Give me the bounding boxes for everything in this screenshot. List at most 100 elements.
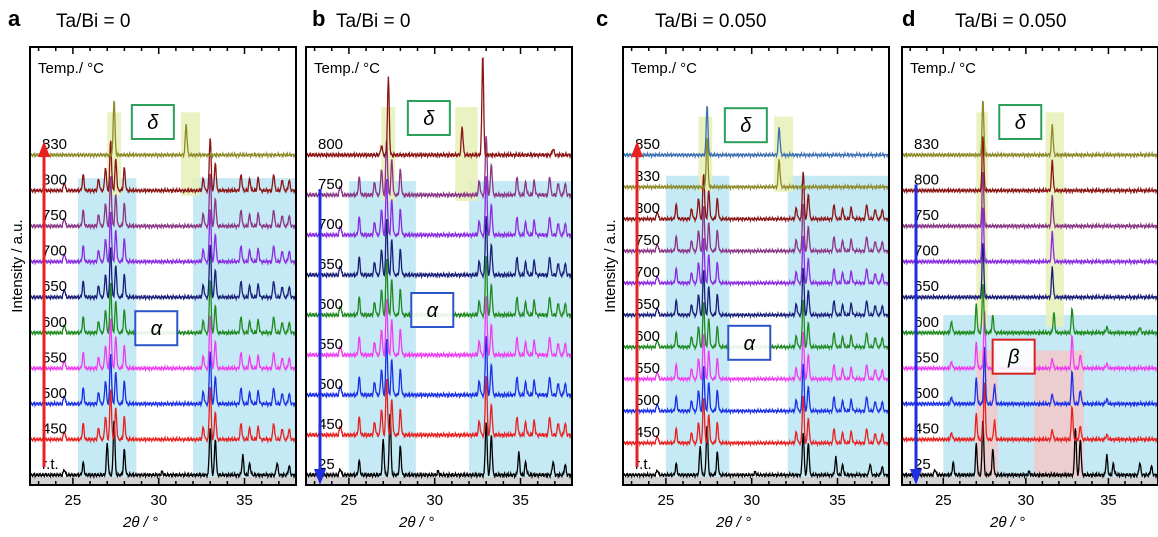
series-label: 600 — [42, 314, 67, 331]
baseline-band — [623, 477, 889, 485]
series-label: 450 — [635, 424, 660, 441]
series-label: r.t. — [635, 456, 652, 473]
series-label: 700 — [914, 243, 939, 260]
plot-frame — [29, 46, 297, 486]
series-curve-r.t. — [29, 420, 297, 480]
region-beta — [1034, 350, 1084, 481]
x-tick-label: 25 — [658, 492, 675, 509]
x-tick-label: 30 — [743, 492, 760, 509]
series-label: 830 — [42, 136, 67, 153]
x-tick-label: 30 — [426, 492, 443, 509]
series-curve-500 — [305, 336, 573, 400]
series-curve-700 — [29, 209, 297, 267]
series-curve-450 — [29, 387, 297, 444]
delta-phase-box — [406, 100, 451, 136]
alpha-phase-box — [410, 292, 455, 328]
panel-title: Ta/Bi = 0.050 — [655, 11, 766, 32]
delta-phase-box — [130, 104, 175, 140]
series-label: 600 — [914, 314, 939, 331]
panel-title: Ta/Bi = 0 — [56, 11, 130, 32]
series-label: 550 — [914, 349, 939, 366]
y-axis-label: Intensity / a.u. — [602, 219, 619, 312]
series-curve-800 — [622, 171, 890, 224]
series-curve-650 — [622, 267, 890, 320]
panel-letter: d — [902, 6, 915, 31]
series-label: 830 — [635, 168, 660, 185]
series-label: 800 — [635, 200, 660, 217]
series-curve-650 — [305, 216, 573, 280]
series-curve-800 — [305, 57, 573, 160]
series-curve-700 — [622, 235, 890, 288]
alpha-phase-label: α — [744, 333, 756, 355]
series-label: 500 — [318, 376, 343, 393]
series-label: 750 — [635, 232, 660, 249]
panel-title: Ta/Bi = 0 — [336, 11, 410, 32]
series-curve-750 — [305, 136, 573, 200]
series-label: 700 — [318, 216, 343, 233]
series-curve-830 — [29, 100, 297, 160]
delta-phase-box — [723, 107, 768, 144]
baseline-band — [902, 477, 1158, 485]
series-label: 800 — [42, 172, 67, 189]
series-curve-800 — [901, 135, 1158, 195]
temp-label: Temp./ °C — [631, 60, 697, 77]
series-curve-830 — [622, 137, 890, 192]
series-label: 600 — [635, 328, 660, 345]
series-curve-550 — [29, 315, 297, 373]
series-curve-550 — [622, 331, 890, 384]
series-label: 450 — [42, 420, 67, 437]
alpha-phase-box — [727, 324, 772, 361]
x-tick-label: 25 — [935, 492, 952, 509]
beta-phase-label: β — [1007, 347, 1019, 369]
series-label: 800 — [318, 136, 343, 153]
panel-letter: b — [312, 6, 325, 31]
series-curve-r.t. — [622, 425, 890, 480]
series-curve-450 — [901, 382, 1158, 444]
series-label: 550 — [318, 336, 343, 353]
x-tick-label: 30 — [150, 492, 167, 509]
x-tick-label: 35 — [236, 492, 253, 509]
arrow-head — [314, 469, 326, 485]
series-label: 850 — [635, 136, 660, 153]
series-label: 25 — [318, 456, 335, 473]
baseline-band — [306, 477, 572, 485]
x-axis-label: 2θ / ° — [715, 514, 751, 531]
panel-c: c Ta/Bi = 0.050 r.t. 450 500 550 600 650 700 750 8… — [596, 6, 890, 531]
series-curve-800 — [29, 138, 297, 195]
series-label: 800 — [914, 172, 939, 189]
series-label: 450 — [914, 420, 939, 437]
series-label: 650 — [318, 256, 343, 273]
delta-phase-box — [998, 104, 1043, 140]
series-label: r.t. — [42, 456, 59, 473]
x-tick-label: 25 — [65, 492, 82, 509]
series-label: 500 — [914, 385, 939, 402]
series-curve-650 — [901, 242, 1158, 302]
series-curve-550 — [305, 296, 573, 360]
series-label: 650 — [914, 278, 939, 295]
panel-b: b Ta/Bi = 0 25 450 500 550 600 650 700 750 800 25 30… — [305, 6, 573, 531]
plot-frame — [305, 46, 573, 486]
alpha-phase-label: α — [427, 300, 439, 322]
series-label: 700 — [42, 243, 67, 260]
series-curve-500 — [901, 346, 1158, 409]
series-label: 500 — [635, 392, 660, 409]
series-label: 25 — [914, 456, 931, 473]
series-label: 750 — [318, 176, 343, 193]
x-axis-label: 2θ / ° — [122, 514, 158, 531]
alpha-phase-box — [134, 310, 179, 347]
region-delta — [1045, 112, 1064, 327]
series-curve-750 — [901, 171, 1158, 231]
series-label: 650 — [635, 296, 660, 313]
series-label: 550 — [635, 360, 660, 377]
arrow-head — [910, 469, 922, 485]
temp-label: Temp./ °C — [314, 60, 380, 77]
series-label: 550 — [42, 349, 67, 366]
series-label: 750 — [914, 207, 939, 224]
temp-label: Temp./ °C — [910, 60, 976, 77]
beta-phase-box — [991, 338, 1036, 375]
series-label: 600 — [318, 296, 343, 313]
series-label: 700 — [635, 264, 660, 281]
x-tick-label: 35 — [829, 492, 846, 509]
baseline-band — [30, 477, 296, 485]
